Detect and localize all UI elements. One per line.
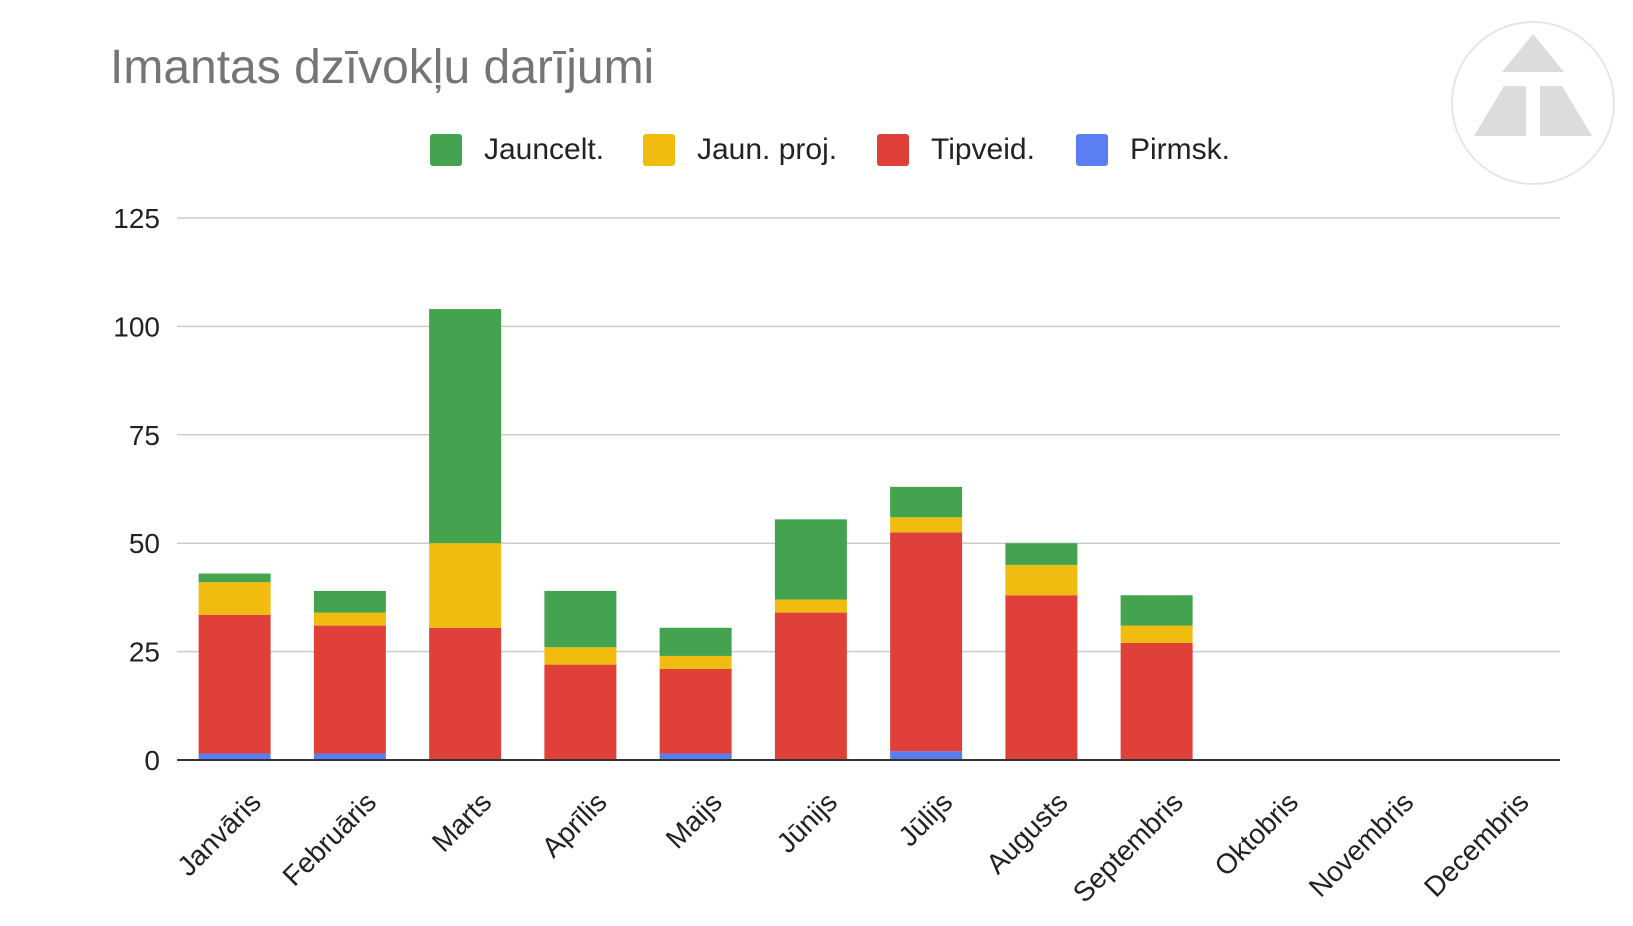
bar-jaun-proj-aprilis — [544, 647, 617, 665]
bar-jaun-proj-februaris — [313, 612, 386, 626]
bar-jauncelt-marts — [429, 309, 502, 544]
bar-tipveid-aprilis — [544, 664, 617, 760]
bar-jauncelt-aprilis — [544, 590, 617, 648]
bar-jaun-proj-janvaris — [198, 582, 271, 615]
x-tick-label-janvaris: Janvāris — [171, 786, 267, 882]
legend-item-jauncelt: Jauncelt. — [430, 130, 604, 170]
bar-pirmsk-janvaris — [198, 753, 271, 760]
bars — [198, 309, 1193, 760]
bar-jauncelt-julijs — [890, 486, 963, 518]
x-tick-label-oktobris: Oktobris — [1208, 786, 1304, 882]
x-tick-label-junijs: Jūnijs — [771, 786, 844, 859]
y-tick-label-125: 125 — [113, 203, 160, 234]
bar-tipveid-julijs — [890, 532, 963, 752]
bar-jauncelt-septembris — [1120, 595, 1193, 626]
y-tick-label-100: 100 — [113, 311, 160, 342]
bar-jauncelt-junijs — [774, 519, 847, 600]
bar-jaun-proj-augusts — [1005, 564, 1078, 596]
bar-jaun-proj-septembris — [1120, 625, 1193, 643]
x-tick-label-septembris: Septembris — [1067, 786, 1189, 908]
bar-tipveid-maijs — [659, 668, 732, 754]
legend-label-jauncelt: Jauncelt. — [484, 133, 605, 166]
chart-title: Imantas dzīvokļu darījumi — [110, 41, 655, 94]
legend-label-tipveid: Tipveid. — [931, 133, 1035, 166]
bar-jauncelt-februaris — [313, 590, 386, 613]
bar-pirmsk-februaris — [313, 753, 386, 760]
legend-label-pirmsk: Pirmsk. — [1130, 133, 1230, 166]
legend-item-tipveid: Tipveid. — [877, 130, 1035, 170]
x-tick-label-decembris: Decembris — [1418, 786, 1535, 903]
bar-jauncelt-maijs — [659, 627, 732, 656]
y-tick-label-50: 50 — [129, 528, 160, 559]
legend-item-pirmsk: Pirmsk. — [1076, 130, 1230, 170]
bar-tipveid-februaris — [313, 625, 386, 754]
x-tick-label-novembris: Novembris — [1303, 786, 1420, 903]
bar-tipveid-marts — [429, 627, 502, 760]
y-tick-label-75: 75 — [129, 420, 160, 451]
x-tick-label-aprilis: Aprīlis — [536, 786, 613, 863]
bar-tipveid-janvaris — [198, 614, 271, 754]
grid-lines — [177, 217, 1560, 653]
bar-pirmsk-julijs — [890, 751, 963, 760]
legend-swatch-jauncelt — [430, 134, 462, 166]
bar-pirmsk-maijs — [659, 753, 732, 760]
x-tick-label-augusts: Augusts — [980, 786, 1073, 879]
y-tick-label-0: 0 — [144, 745, 160, 776]
bar-jaun-proj-maijs — [659, 655, 732, 669]
bar-tipveid-junijs — [774, 612, 847, 760]
legend-swatch-jaun-proj — [643, 134, 675, 166]
legend-swatch-tipveid — [877, 134, 909, 166]
bar-jaun-proj-marts — [429, 543, 502, 628]
x-tick-label-februaris: Februāris — [277, 786, 383, 892]
chart-legend: Jauncelt. Jaun. proj. Tipveid. Pirmsk. — [0, 130, 1633, 170]
bar-tipveid-septembris — [1120, 642, 1193, 760]
x-tick-label-marts: Marts — [426, 786, 497, 857]
x-axis-tick-labels: Janvāris Februāris Marts Aprīlis Maijs Jūnijs… — [171, 786, 1534, 908]
x-tick-label-julijs: Jūlijs — [892, 786, 958, 852]
legend-item-jaun-proj: Jaun. proj. — [643, 130, 837, 170]
triangle-logo-icon — [1450, 20, 1616, 186]
y-axis-tick-labels: 0 25 50 75 100 125 — [113, 203, 160, 776]
legend-label-jaun-proj: Jaun. proj. — [697, 133, 838, 166]
bar-jauncelt-augusts — [1005, 543, 1078, 565]
legend-swatch-pirmsk — [1076, 134, 1108, 166]
bar-jaun-proj-julijs — [890, 517, 963, 533]
y-tick-label-25: 25 — [129, 637, 160, 668]
x-tick-label-maijs: Maijs — [660, 786, 728, 854]
bar-jauncelt-janvaris — [198, 573, 271, 583]
bar-jaun-proj-junijs — [774, 599, 847, 613]
bar-tipveid-augusts — [1005, 595, 1078, 760]
